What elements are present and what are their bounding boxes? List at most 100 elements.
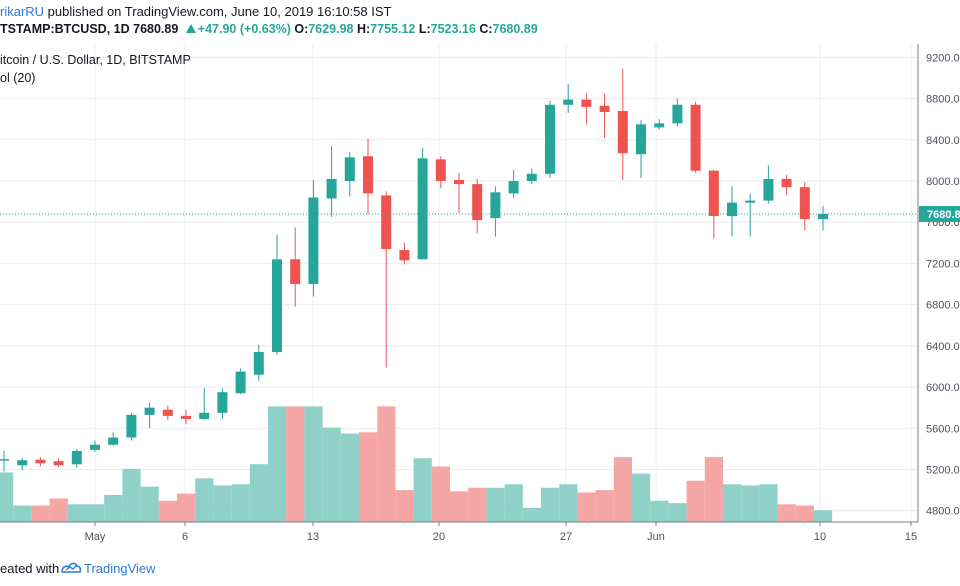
candle-body [417, 158, 428, 260]
candle-body [381, 195, 392, 250]
volume-bar [795, 505, 814, 522]
ohlc-line: TSTAMP:BTCUSD, 1D 7680.89 +47.90 (+0.63%… [0, 22, 538, 36]
volume-bar [814, 510, 833, 522]
volume-bar [195, 478, 214, 522]
candle-body [0, 459, 9, 461]
candle-body [126, 414, 137, 438]
candle-body [435, 159, 446, 182]
volume-bar [632, 473, 651, 522]
candle-body [344, 157, 355, 182]
volume-bar [595, 490, 614, 522]
candle-body [181, 415, 191, 419]
volume-bar [322, 427, 341, 522]
volume-bar [741, 485, 760, 522]
y-tick-label: 5200.00 [926, 464, 960, 476]
x-tick-label: 27 [560, 531, 572, 543]
y-tick-label: 6400.00 [926, 341, 960, 353]
volume-bar [577, 492, 596, 522]
volume-bar [177, 493, 196, 522]
candle-body [235, 371, 246, 394]
volume-bar [231, 484, 250, 522]
volume-bar [0, 472, 14, 522]
volume-bar [413, 458, 432, 522]
close-value: 7680.89 [492, 22, 538, 36]
volume-bar [340, 433, 359, 522]
candle-body [399, 250, 410, 261]
volume-bar [522, 507, 541, 522]
volume-bar [13, 505, 32, 522]
y-tick-label: 8400.00 [926, 135, 960, 147]
grid-lines [0, 44, 918, 522]
volume-bar [377, 406, 396, 522]
y-tick-label: 5600.00 [926, 423, 960, 435]
footer: eated with TradingView [0, 556, 960, 586]
volume-bar [504, 484, 523, 522]
y-tick-label: 8000.00 [926, 176, 960, 188]
volume-bar [650, 500, 669, 522]
x-tick-label: 20 [433, 531, 445, 543]
close-label: C: [479, 22, 493, 36]
x-tick-label: Jun [647, 531, 665, 543]
volume-bar [268, 406, 287, 522]
candle-body [781, 178, 792, 188]
x-tick-label: 10 [814, 531, 826, 543]
y-tick-label: 8800.00 [926, 94, 960, 106]
price-change: +47.90 (+0.63%) [197, 22, 291, 36]
y-tick-label: 7200.00 [926, 258, 960, 270]
y-tick-label: 4800.00 [926, 506, 960, 518]
candle-body [35, 459, 46, 464]
volume-bar [213, 485, 232, 522]
candle-body [799, 187, 810, 220]
volume-bar [104, 494, 123, 522]
volume-bar [286, 406, 305, 522]
candle-body [508, 181, 519, 194]
candle-body [308, 197, 319, 285]
candle-body [162, 409, 173, 416]
made-with-text: eated with [0, 561, 60, 576]
candle-body [272, 259, 282, 353]
volume-bar [704, 457, 723, 522]
y-tick-label: 9200.00 [926, 52, 960, 64]
volume-bar [158, 500, 177, 522]
open-label: O: [294, 22, 309, 36]
symbol-label: TSTAMP:BTCUSD, 1D [0, 22, 130, 36]
candle-body [253, 352, 264, 375]
candle-body [53, 461, 64, 466]
candlestick-chart[interactable]: 9200.008800.008400.008000.007600.007200.… [0, 44, 960, 554]
x-tick-label: May [85, 531, 106, 543]
candle-body [363, 156, 373, 194]
volume-bar [431, 466, 450, 522]
volume-bar [686, 480, 705, 522]
candle-body [454, 179, 464, 185]
volume-bar [395, 490, 414, 522]
last-price-label: 7680.8 [927, 209, 960, 221]
y-tick-label: 6800.00 [926, 300, 960, 312]
tradingview-brand[interactable]: TradingView [84, 561, 156, 576]
x-tick-label: 6 [182, 531, 188, 543]
candle-body [217, 392, 228, 413]
volume-bar [486, 487, 505, 522]
chart-header: rikarRU published on TradingView.com, Ju… [0, 0, 960, 44]
volume-bar [613, 457, 632, 522]
volume-bar [67, 504, 86, 522]
volume-bar [49, 498, 68, 522]
volume-bars [0, 406, 833, 522]
candle-body [818, 213, 828, 220]
high-label: H: [356, 22, 371, 36]
candle-body [727, 202, 737, 217]
candle-body [617, 110, 628, 154]
candle-body [545, 104, 555, 174]
candle-body [763, 178, 774, 201]
volume-bar [559, 484, 578, 522]
low-value: 7523.16 [430, 22, 476, 36]
candle-body [745, 200, 756, 203]
volume-bar [468, 487, 487, 522]
low-label: L: [418, 22, 431, 36]
last-price-badge [919, 205, 960, 222]
author-name[interactable]: rikarRU [0, 4, 45, 19]
candle-body [708, 170, 719, 217]
arrow-up-icon [185, 24, 196, 33]
volume-bar [668, 503, 687, 522]
tradingview-logo-icon [61, 562, 82, 573]
volume-bar [31, 505, 50, 522]
